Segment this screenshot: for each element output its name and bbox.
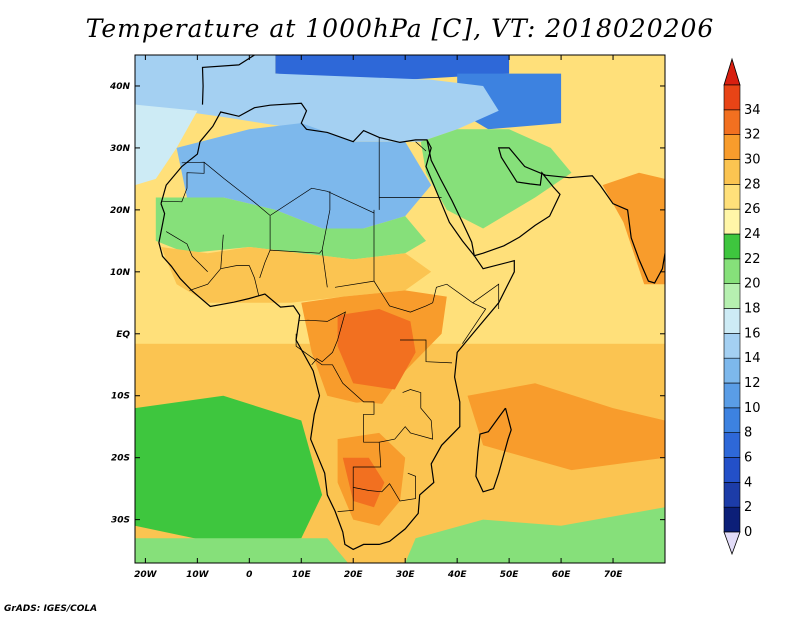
colorbar-box bbox=[723, 208, 741, 235]
country-border bbox=[181, 161, 375, 216]
colorbar-label: 6 bbox=[744, 451, 752, 466]
zone-sahara bbox=[176, 123, 432, 229]
colorbar-label: 34 bbox=[744, 103, 761, 118]
colorbar-label: 14 bbox=[744, 351, 761, 366]
asia-coastline bbox=[426, 139, 665, 284]
country-border bbox=[379, 389, 434, 443]
country-border bbox=[189, 265, 260, 296]
lat-label: EQ bbox=[116, 330, 130, 340]
colorbar-label: 32 bbox=[744, 128, 761, 143]
country-border bbox=[334, 280, 375, 288]
country-border bbox=[259, 191, 331, 279]
lon-label: 10W bbox=[186, 570, 210, 580]
lat-label: 20N bbox=[110, 206, 131, 216]
colorbar-box bbox=[723, 308, 741, 334]
map-axes: 40N 30N 20N 10N EQ 10S 20S 30S 20W 10W 0 10E 20E 30E 4… bbox=[109, 55, 665, 580]
europe-coastline bbox=[201, 55, 255, 105]
colorbar-label: 2 bbox=[744, 500, 752, 515]
lon-label: 10E bbox=[292, 570, 312, 580]
country-border bbox=[166, 231, 208, 273]
colorbar-box bbox=[723, 506, 741, 533]
lon-label: 50E bbox=[500, 570, 520, 580]
colorbar-label: 10 bbox=[744, 401, 761, 416]
lat-label: 30N bbox=[110, 144, 131, 154]
colorbar-box bbox=[723, 159, 741, 185]
geographic-boundaries bbox=[158, 55, 665, 551]
country-border bbox=[373, 213, 487, 344]
plot-frame bbox=[134, 54, 666, 564]
lon-label: 60E bbox=[552, 570, 572, 580]
colorbar-label: 18 bbox=[744, 302, 761, 317]
zone-west-africa-warm bbox=[161, 247, 432, 303]
lat-label: 10N bbox=[110, 268, 131, 278]
grads-credit: GrADS: IGES/COLA bbox=[4, 604, 98, 614]
colorbar-label: 12 bbox=[744, 376, 761, 391]
africa-coastline bbox=[158, 102, 515, 551]
lon-label: 40E bbox=[447, 570, 468, 580]
country-border bbox=[220, 234, 224, 269]
colorbar-label: 24 bbox=[744, 227, 761, 242]
zone-sahel-green bbox=[155, 197, 427, 260]
lon-label: 20E bbox=[344, 570, 364, 580]
temperature-field bbox=[135, 55, 665, 563]
lon-label: 70E bbox=[604, 570, 624, 580]
colorbar-label: 8 bbox=[744, 426, 752, 441]
colorbar-under-triangle bbox=[723, 531, 741, 556]
colorbar-label: 0 bbox=[744, 525, 752, 540]
zone-south-atlantic-cool bbox=[135, 395, 323, 545]
lat-label: 10S bbox=[111, 392, 130, 402]
country-border bbox=[415, 141, 427, 152]
colorbar-box bbox=[723, 109, 741, 135]
madagascar-coastline bbox=[475, 407, 512, 493]
lon-label: 20W bbox=[134, 570, 158, 580]
country-border bbox=[321, 250, 328, 288]
lat-label: 20S bbox=[111, 454, 130, 464]
zone-indian-ocean-south bbox=[405, 507, 665, 563]
zone-india bbox=[602, 172, 665, 285]
colorbar-box bbox=[723, 333, 741, 359]
zone-arabia-north bbox=[420, 129, 572, 229]
colorbar-over-triangle bbox=[723, 57, 741, 86]
lon-label: 0 bbox=[246, 570, 252, 580]
zone-indian-warm bbox=[467, 383, 665, 471]
lat-label: 30S bbox=[111, 516, 130, 526]
lon-label: 30E bbox=[396, 570, 416, 580]
colorbar-box bbox=[723, 482, 741, 508]
zone-atlantic-north-pale bbox=[135, 104, 198, 186]
colorbar-label: 20 bbox=[744, 277, 761, 292]
colorbar-label: 30 bbox=[744, 153, 761, 168]
country-border bbox=[298, 311, 346, 366]
colorbar-box bbox=[723, 432, 741, 458]
colorbar-box bbox=[723, 457, 741, 483]
colorbar-label: 16 bbox=[744, 326, 761, 341]
colorbar-box bbox=[723, 134, 741, 160]
zone-north-europe bbox=[275, 55, 510, 80]
colorbar-label: 28 bbox=[744, 177, 761, 192]
country-border bbox=[472, 283, 500, 309]
zone-congo-core bbox=[337, 309, 416, 390]
colorbar-box bbox=[723, 233, 741, 260]
zone-south-atlantic-pale bbox=[135, 538, 348, 563]
colorbar-box bbox=[723, 184, 741, 210]
colorbar-box bbox=[723, 258, 741, 284]
map-frame bbox=[134, 54, 666, 564]
lat-label: 40N bbox=[109, 82, 131, 92]
country-border bbox=[400, 339, 453, 364]
colorbar-label: 4 bbox=[744, 475, 752, 490]
zone-mediterranean bbox=[135, 55, 499, 142]
country-border bbox=[160, 162, 205, 203]
country-border bbox=[295, 333, 382, 512]
colorbar-box bbox=[723, 407, 741, 433]
colorbar-label: 26 bbox=[744, 202, 761, 217]
colorbar-box bbox=[723, 382, 741, 409]
colorbar-box bbox=[723, 84, 741, 111]
colorbar-box bbox=[723, 283, 741, 309]
map-title: Temperature at 1000hPa [C], VT: 20180202… bbox=[85, 14, 715, 43]
colorbar-box bbox=[723, 357, 741, 384]
colorbar-label: 22 bbox=[744, 252, 761, 267]
country-border bbox=[353, 472, 416, 502]
